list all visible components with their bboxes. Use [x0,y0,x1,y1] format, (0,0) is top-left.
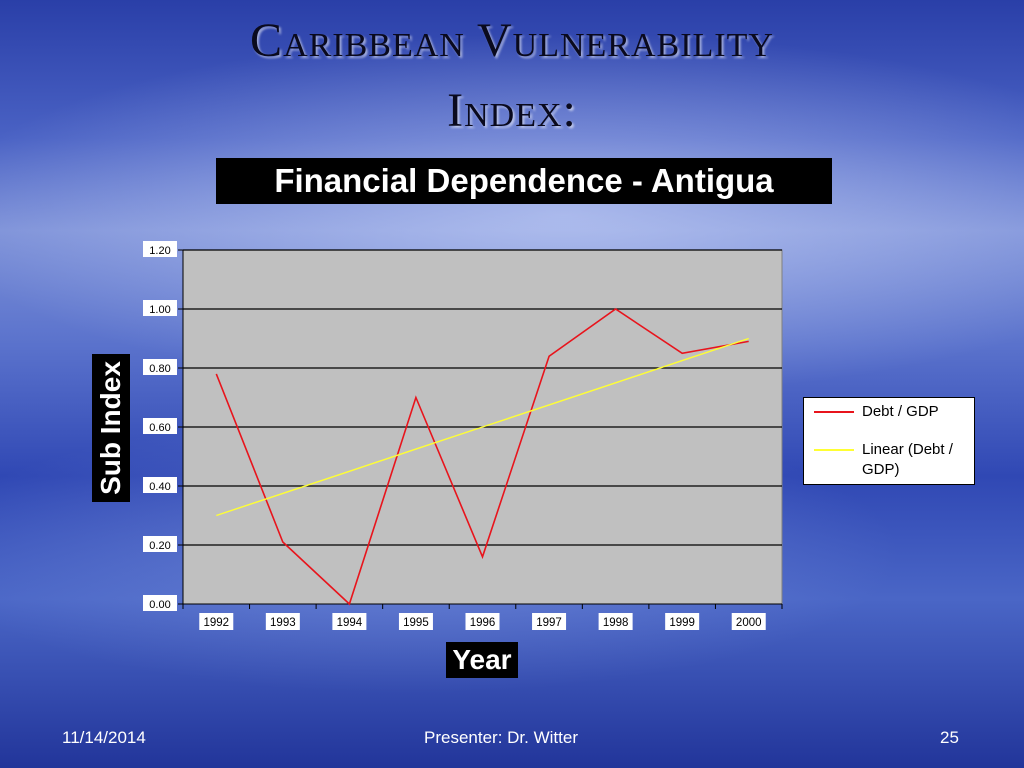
y-tick-label: 0.00 [149,599,170,611]
y-tick-label-bg [143,359,177,375]
x-tick-label: 1993 [270,617,296,629]
y-tick-label: 0.80 [149,363,170,375]
x-axis-label: Year [446,642,518,678]
chart-legend: Debt / GDP Linear (Debt / GDP) [803,397,975,485]
footer-presenter: Presenter: Dr. Witter [424,728,578,747]
y-tick-label: 0.40 [149,481,170,493]
slide-title-line1: Caribbean Vulnerability [250,14,774,67]
y-tick-label: 1.20 [149,245,170,257]
legend-item-debt-gdp: Debt / GDP [814,402,972,422]
y-tick-label-bg [143,477,177,493]
x-tick-label: 1995 [403,617,429,629]
x-tick-label-bg [199,613,234,630]
y-tick-label-bg [143,536,177,552]
y-tick-label: 1.00 [149,304,170,316]
x-tick-label-bg [265,613,300,630]
x-tick-label-bg [532,613,567,630]
legend-item-linear-trend: Linear (Debt / GDP) [814,440,972,480]
legend-label-debt-gdp: Debt / GDP [862,403,939,420]
series-line-debt-gdp [215,308,749,606]
y-axis-label: Sub Index [95,361,126,495]
x-tick-label: 2000 [736,617,762,629]
x-tick-label: 1997 [536,617,562,629]
y-tick-label: 0.20 [149,540,170,552]
x-tick-label-bg [731,613,766,630]
x-tick-label: 1996 [470,617,496,629]
x-tick-label: 1999 [669,617,695,629]
y-axis-label-box [92,354,130,502]
slide-title-line2: Index: [447,84,577,137]
x-tick-label-bg [332,613,367,630]
x-tick-label-bg [398,613,433,630]
y-tick-label-bg [143,595,177,611]
x-tick-label: 1992 [203,617,229,629]
x-tick-label-bg [598,613,633,630]
y-tick-label-bg [143,300,177,316]
x-tick-label: 1998 [603,617,629,629]
footer-date: 11/14/2014 [62,728,146,747]
x-tick-label: 1994 [337,617,363,629]
chart-title: Financial Dependence - Antigua [216,158,832,204]
x-tick-label-bg [465,613,500,630]
y-tick-label-bg [143,418,177,434]
x-tick-label-bg [665,613,700,630]
legend-swatch-debt-gdp [814,411,854,413]
y-tick-label-bg [143,241,177,257]
y-tick-label: 0.60 [149,422,170,434]
legend-label-linear-trend: Linear (Debt / GDP) [862,441,953,478]
footer-page-number: 25 [940,728,959,747]
legend-swatch-linear-trend [814,449,854,451]
series-line-linear-trend [216,337,749,517]
